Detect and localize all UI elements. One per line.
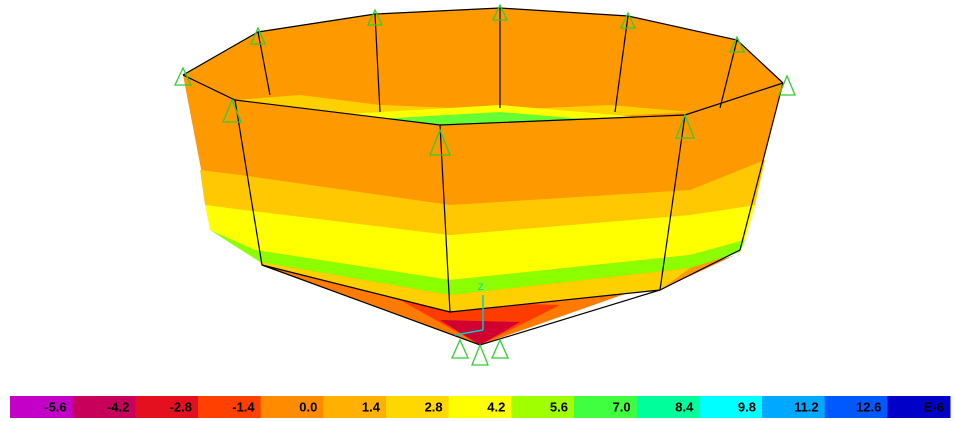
legend-label: 12.6 [856, 399, 881, 414]
legend-label: 8.4 [675, 399, 694, 414]
color-legend: -5.6 -4.2 -2.8 -1.4 0.0 1.4 2.8 4.2 5.6 7.0 8.4 9.8… [10, 396, 951, 418]
legend-label: 4.2 [487, 399, 505, 414]
legend-label: -4.2 [107, 399, 129, 414]
analysis-view: Z -5.6 -4.2 -2.8 -1.4 0.0 1.4 2.8 4.2 5.6 7.0 8.4 9… [0, 0, 955, 421]
legend-label: 0.0 [299, 399, 317, 414]
legend-label: E-6 [924, 399, 944, 414]
legend-label: 11.2 [794, 399, 819, 414]
legend-label: 7.0 [613, 399, 631, 414]
legend-label: -1.4 [232, 399, 255, 414]
axis-label: Z [478, 282, 484, 292]
legend-label: 1.4 [362, 399, 381, 414]
legend-label: 9.8 [738, 399, 756, 414]
legend-label: -2.8 [170, 399, 192, 414]
legend-label: 2.8 [425, 399, 443, 414]
legend-label: 5.6 [550, 399, 568, 414]
legend-label: -5.6 [44, 399, 66, 414]
